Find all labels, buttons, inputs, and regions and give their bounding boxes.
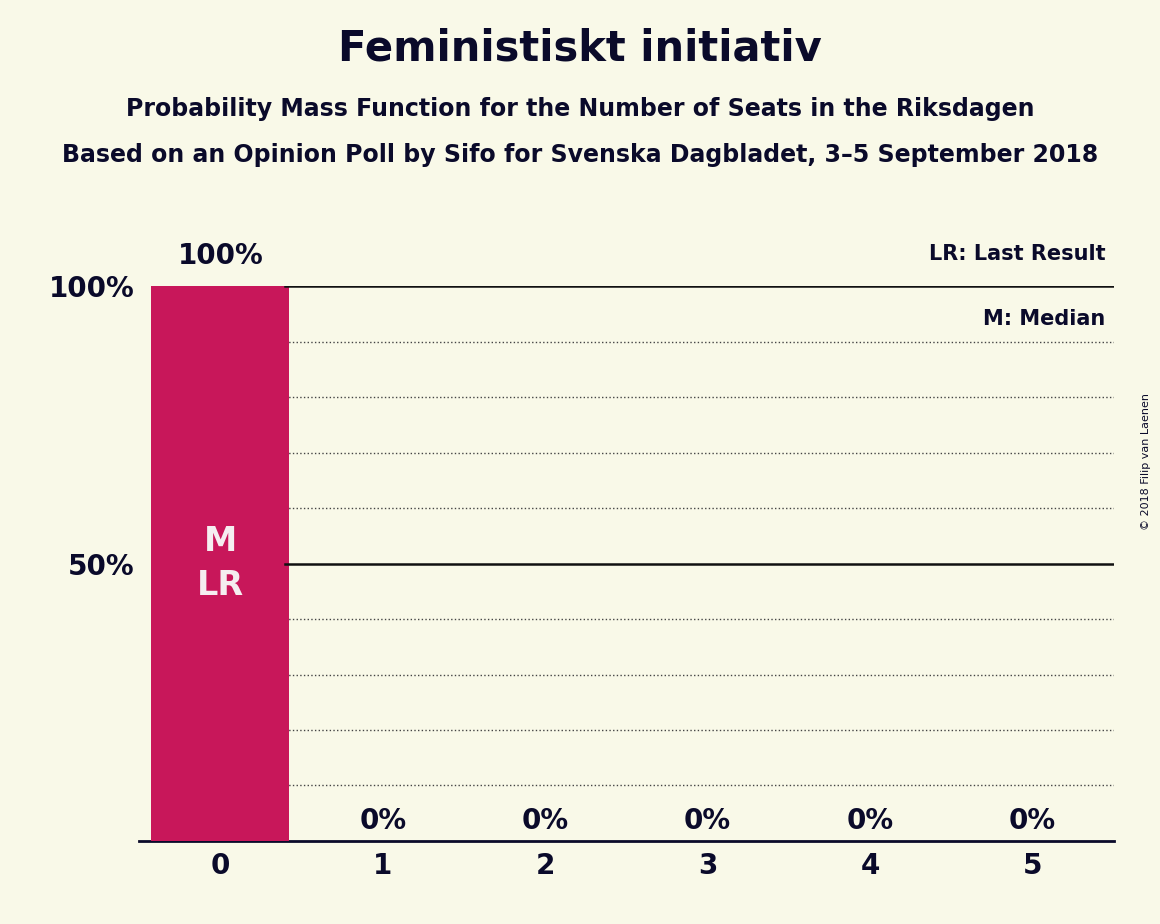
Text: Probability Mass Function for the Number of Seats in the Riksdagen: Probability Mass Function for the Number… [125,97,1035,121]
Text: © 2018 Filip van Laenen: © 2018 Filip van Laenen [1141,394,1151,530]
Bar [151,286,289,841]
Text: Feministiskt initiativ: Feministiskt initiativ [338,28,822,69]
Text: LR: Last Result: LR: Last Result [929,244,1105,264]
Text: M: Median: M: Median [984,309,1105,329]
Text: 100%: 100% [177,242,263,270]
Text: 0%: 0% [522,808,568,835]
Text: 0%: 0% [1009,808,1056,835]
Text: LR: LR [197,569,244,602]
Text: 0%: 0% [847,808,893,835]
Text: 0%: 0% [360,808,406,835]
Text: Based on an Opinion Poll by Sifo for Svenska Dagbladet, 3–5 September 2018: Based on an Opinion Poll by Sifo for Sve… [61,143,1099,167]
Text: 0%: 0% [684,808,731,835]
Text: M: M [204,525,237,558]
